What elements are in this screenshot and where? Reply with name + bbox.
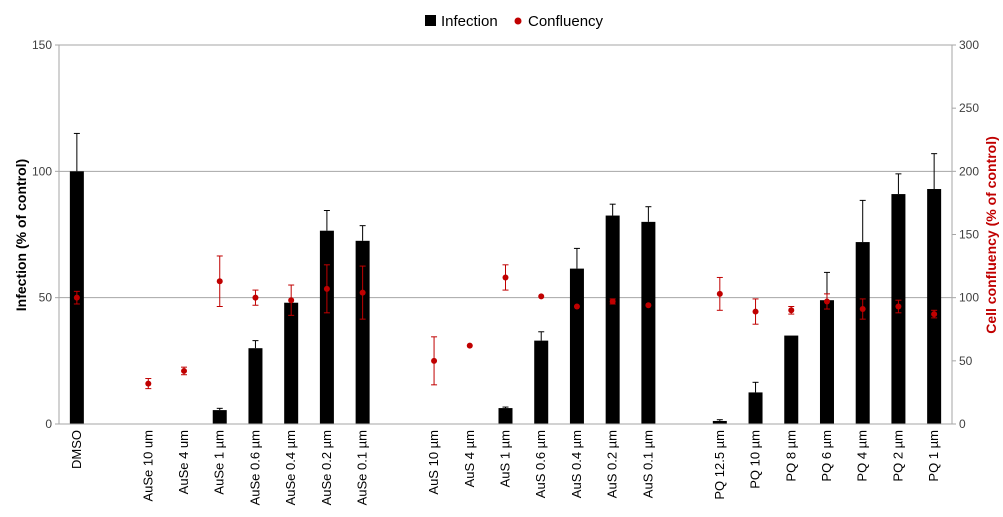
left-tick-label: 50 [39, 291, 53, 305]
bar-infection [212, 410, 227, 424]
infection-bars [69, 171, 942, 424]
right-axis-title: Cell confluency (% of control) [983, 136, 999, 334]
legend-infection-swatch [425, 15, 436, 26]
category-label: AuS 10 µm [426, 430, 441, 495]
bar-infection [605, 215, 620, 424]
category-label: AuS 1 µm [498, 430, 513, 487]
left-tick-label: 0 [45, 417, 52, 431]
left-axis-title: Infection (% of control) [13, 159, 29, 311]
right-tick-label: 150 [959, 228, 979, 242]
right-tick-label: 0 [959, 417, 966, 431]
left-axis-ticks: 0 50 100 150 [32, 38, 59, 431]
point-confluency [752, 308, 759, 315]
point-confluency [716, 290, 723, 297]
left-tick-label: 100 [32, 164, 52, 178]
point-confluency [323, 285, 330, 292]
legend-confluency-label: Confluency [528, 13, 604, 30]
point-confluency [645, 302, 652, 309]
category-label: PQ 1 µm [926, 430, 941, 482]
category-label: AuS 0.4 µm [569, 430, 584, 498]
category-label: AuSe 0.4 µm [283, 430, 298, 505]
point-confluency [573, 303, 580, 310]
category-label: AuSe 4 um [176, 430, 191, 494]
point-confluency [73, 294, 80, 301]
category-label: PQ 10 µm [748, 430, 763, 489]
point-confluency [502, 274, 509, 281]
point-confluency [216, 278, 223, 285]
category-label: AuS 4 µm [462, 430, 477, 487]
legend-confluency-marker [514, 17, 522, 25]
point-confluency [895, 303, 902, 310]
point-confluency [288, 297, 295, 304]
bar-infection [284, 302, 299, 424]
category-label: AuS 0.1 µm [640, 430, 655, 498]
bar-infection [534, 340, 549, 424]
bar-infection [355, 240, 370, 424]
category-labels: DMSO AuSe 10 um AuSe 4 um AuSe 1 µm AuSe 0.6… [69, 430, 941, 505]
legend: Infection Confluency [425, 13, 604, 30]
category-label: AuSe 10 um [140, 430, 155, 502]
plot-frame [58, 44, 953, 425]
right-tick-label: 50 [959, 354, 973, 368]
right-tick-label: 300 [959, 38, 979, 52]
right-axis-ticks: 0 50 100 150 200 250 300 [952, 38, 979, 431]
category-label: AuS 0.2 µm [605, 430, 620, 498]
bar-infection [784, 335, 799, 424]
category-label: AuS 0.6 µm [533, 430, 548, 498]
point-confluency [538, 293, 545, 300]
right-tick-label: 200 [959, 164, 979, 178]
point-confluency [431, 357, 438, 364]
bar-infection [927, 189, 942, 424]
point-confluency [252, 294, 259, 301]
bar-infection [319, 230, 334, 424]
category-label: PQ 12.5 µm [712, 430, 727, 500]
point-confluency [466, 342, 473, 349]
point-confluency [145, 380, 152, 387]
category-label: PQ 8 µm [783, 430, 798, 482]
right-tick-label: 100 [959, 291, 979, 305]
confluency-points [73, 255, 938, 390]
category-label: AuSe 1 µm [212, 430, 227, 495]
bar-infection [641, 221, 656, 424]
category-label: PQ 2 µm [890, 430, 905, 482]
category-label: AuSe 0.1 µm [355, 430, 370, 505]
category-label: PQ 6 µm [819, 430, 834, 482]
right-tick-label: 250 [959, 101, 979, 115]
legend-infection-label: Infection [441, 13, 498, 30]
point-confluency [359, 289, 366, 296]
bar-infection [748, 392, 763, 424]
bar-infection [712, 420, 727, 424]
bar-infection [569, 268, 584, 424]
gridlines [59, 170, 952, 299]
bar-infection [248, 348, 263, 424]
point-confluency [823, 298, 830, 305]
category-label: AuSe 0.6 µm [247, 430, 262, 505]
bar-infection [819, 300, 834, 424]
infection-error-bars [73, 132, 938, 421]
point-confluency [931, 311, 938, 318]
category-label: DMSO [69, 430, 84, 469]
bar-infection [855, 242, 870, 424]
point-confluency [181, 367, 188, 374]
point-confluency [609, 298, 616, 305]
left-tick-label: 150 [32, 38, 52, 52]
point-confluency [859, 306, 866, 313]
point-confluency [788, 307, 795, 314]
category-label: PQ 4 µm [855, 430, 870, 482]
category-label: AuSe 0.2 µm [319, 430, 334, 505]
bar-infection [498, 408, 513, 424]
